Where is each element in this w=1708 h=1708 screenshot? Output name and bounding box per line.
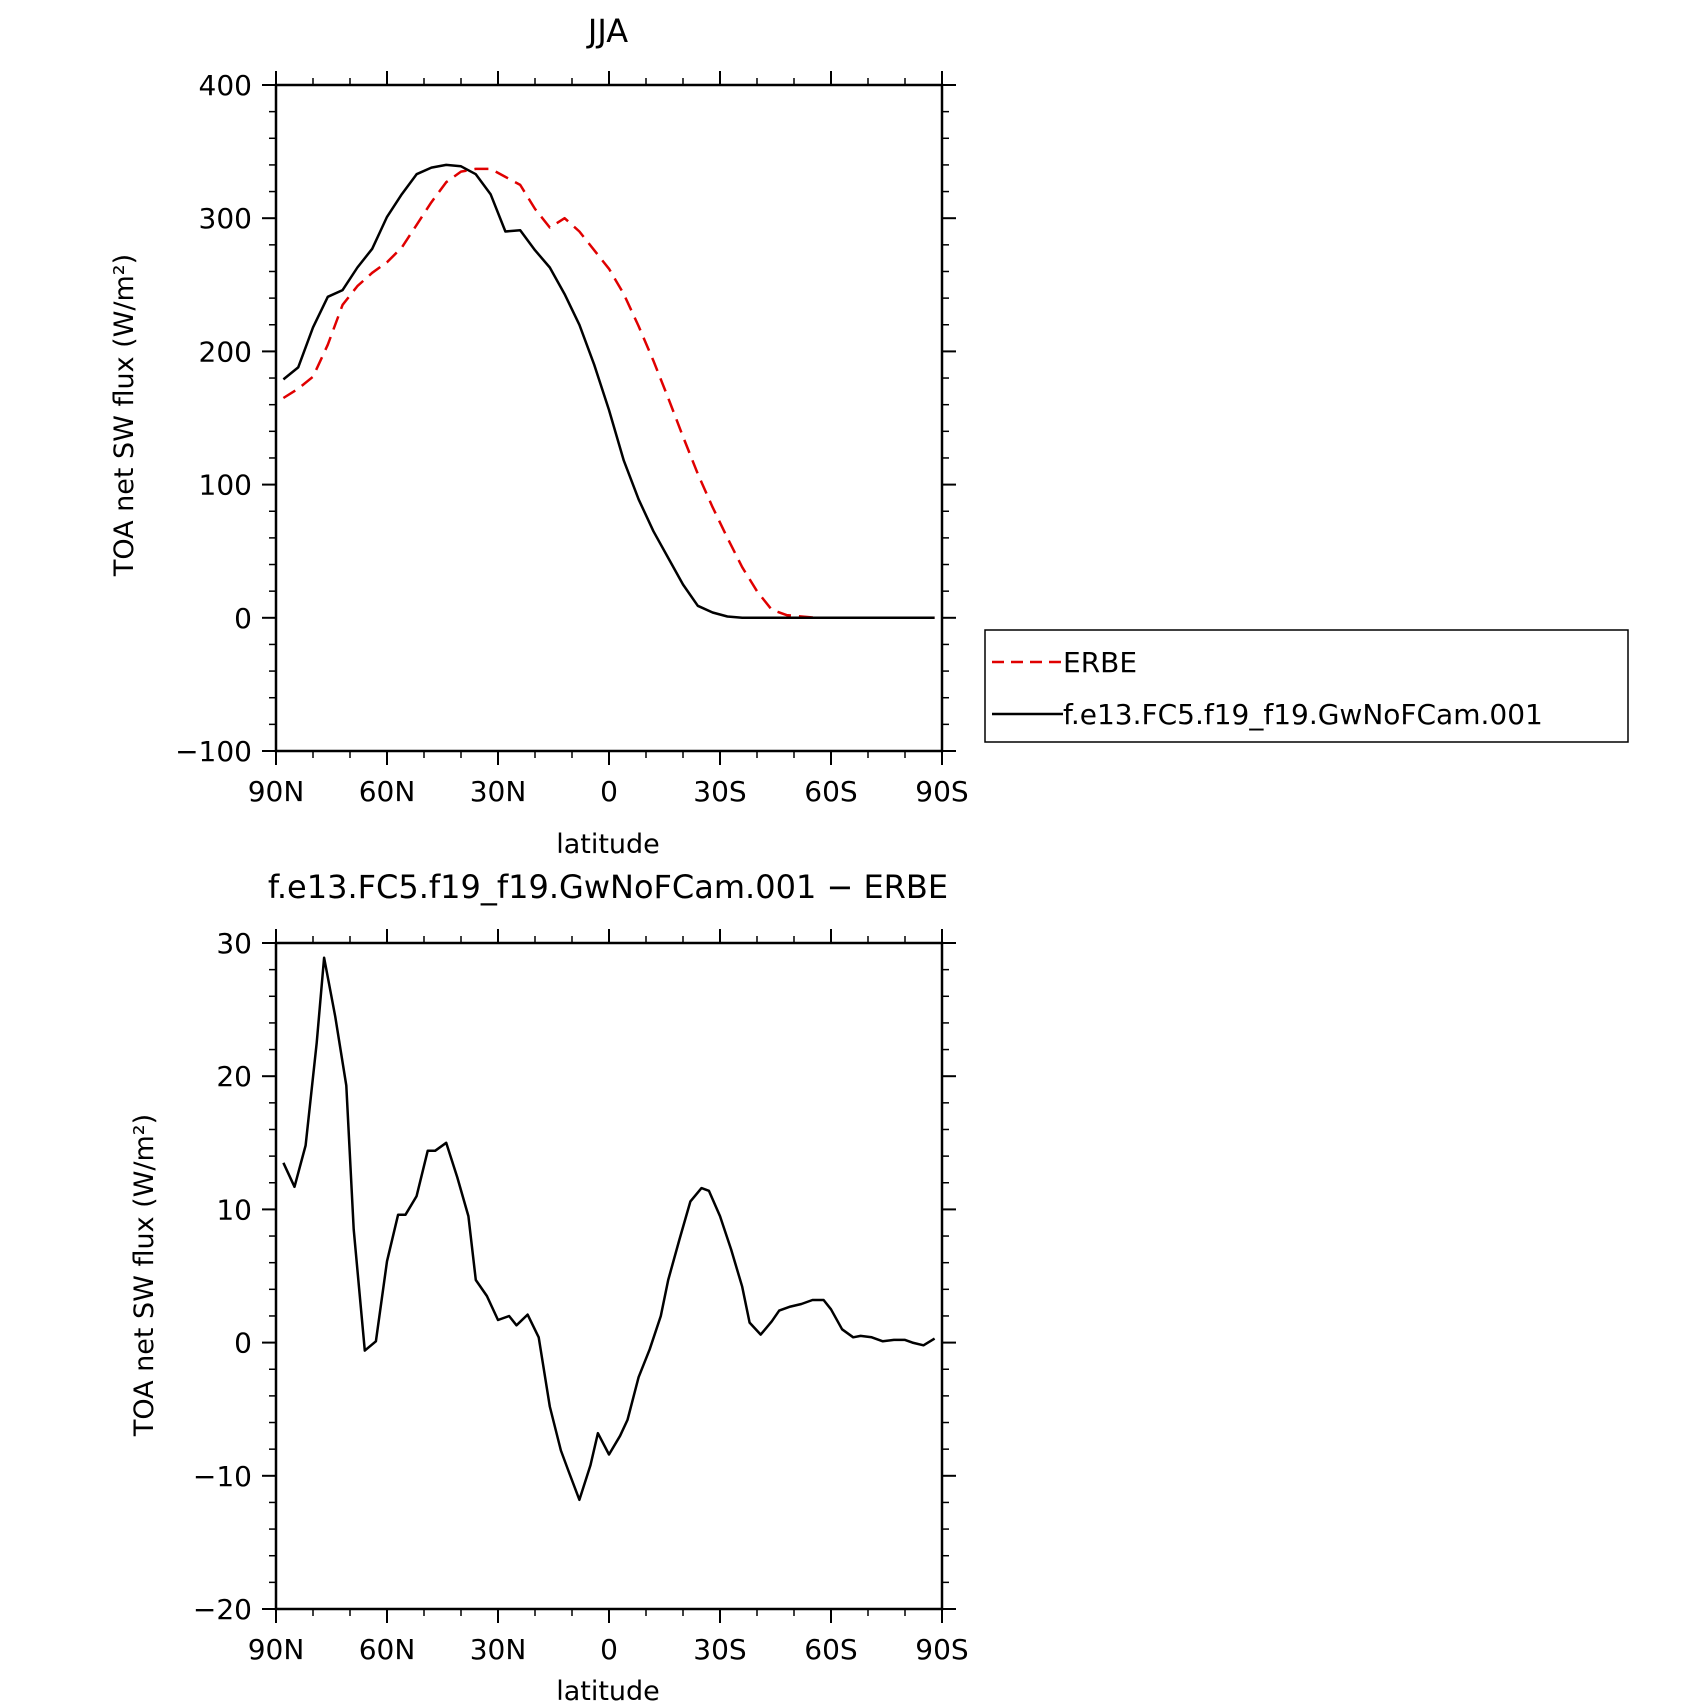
x-tick-label: 60S: [804, 1633, 857, 1666]
legend-label-model: f.e13.FC5.f19_f19.GwNoFCam.001: [1063, 698, 1543, 731]
legend-label-erbe: ERBE: [1063, 646, 1137, 679]
y-tick-label: 300: [199, 202, 252, 235]
x-tick-label: 60S: [804, 775, 857, 808]
y-tick-label: 0: [234, 1327, 252, 1360]
y-tick-label: −10: [193, 1460, 252, 1493]
x-tick-label: 0: [600, 775, 618, 808]
panel-title: JJA: [586, 12, 628, 50]
x-tick-label: 30S: [693, 1633, 746, 1666]
axes-ticks: [262, 71, 956, 765]
y-tick-label: 400: [199, 69, 252, 102]
x-tick-label: 90S: [915, 1633, 968, 1666]
y-tick-label: 10: [216, 1193, 252, 1226]
y-axis-title: TOA net SW flux (W/m²): [109, 254, 140, 577]
y-tick-label: 0: [234, 602, 252, 635]
y-tick-labels: 30 20 10 0 −10 −20: [193, 927, 252, 1626]
series-line-diff-0: [282, 956, 936, 1502]
x-tick-label: 30S: [693, 775, 746, 808]
x-axis-title: latitude: [556, 829, 660, 860]
x-tick-label: 60N: [359, 1633, 416, 1666]
x-tick-label: 60N: [359, 775, 416, 808]
y-tick-label: 100: [199, 469, 252, 502]
x-tick-label: 30N: [470, 775, 527, 808]
y-axis-title: TOA net SW flux (W/m²): [129, 1114, 160, 1437]
plot-frame: [274, 941, 944, 1611]
y-tick-label: 30: [216, 927, 252, 960]
legend-box: [984, 629, 1629, 743]
x-tick-label: 90N: [248, 775, 305, 808]
plot-frame: [274, 83, 944, 753]
series-group: [282, 956, 936, 1502]
series-line-erbe: [282, 167, 935, 620]
x-tick-label: 90N: [248, 1633, 305, 1666]
x-tick-label: 0: [600, 1633, 618, 1666]
y-tick-label: 200: [199, 335, 252, 368]
legend: ERBE f.e13.FC5.f19_f19.GwNoFCam.001: [984, 629, 1629, 743]
x-axis-title: latitude: [556, 1676, 660, 1707]
x-tick-label: 30N: [470, 1633, 527, 1666]
y-tick-label: 20: [216, 1060, 252, 1093]
x-tick-labels: 90N 60N 30N 0 30S 60S 90S: [248, 1633, 969, 1666]
x-tick-label: 90S: [915, 775, 968, 808]
bottom-panel: f.e13.FC5.f19_f19.GwNoFCam.001 − ERBE 30…: [129, 868, 969, 1707]
y-tick-label: −20: [193, 1593, 252, 1626]
panel-title: f.e13.FC5.f19_f19.GwNoFCam.001 − ERBE: [268, 868, 948, 906]
y-tick-labels: 400 300 200 100 0 −100: [175, 69, 252, 768]
y-tick-label: −100: [175, 735, 252, 768]
series-group: [282, 163, 935, 620]
series-line-f-e13-fc5-f19-f19-gwnofcam-001: [282, 163, 935, 620]
axes-ticks: [262, 929, 956, 1623]
x-tick-labels: 90N 60N 30N 0 30S 60S 90S: [248, 775, 969, 808]
